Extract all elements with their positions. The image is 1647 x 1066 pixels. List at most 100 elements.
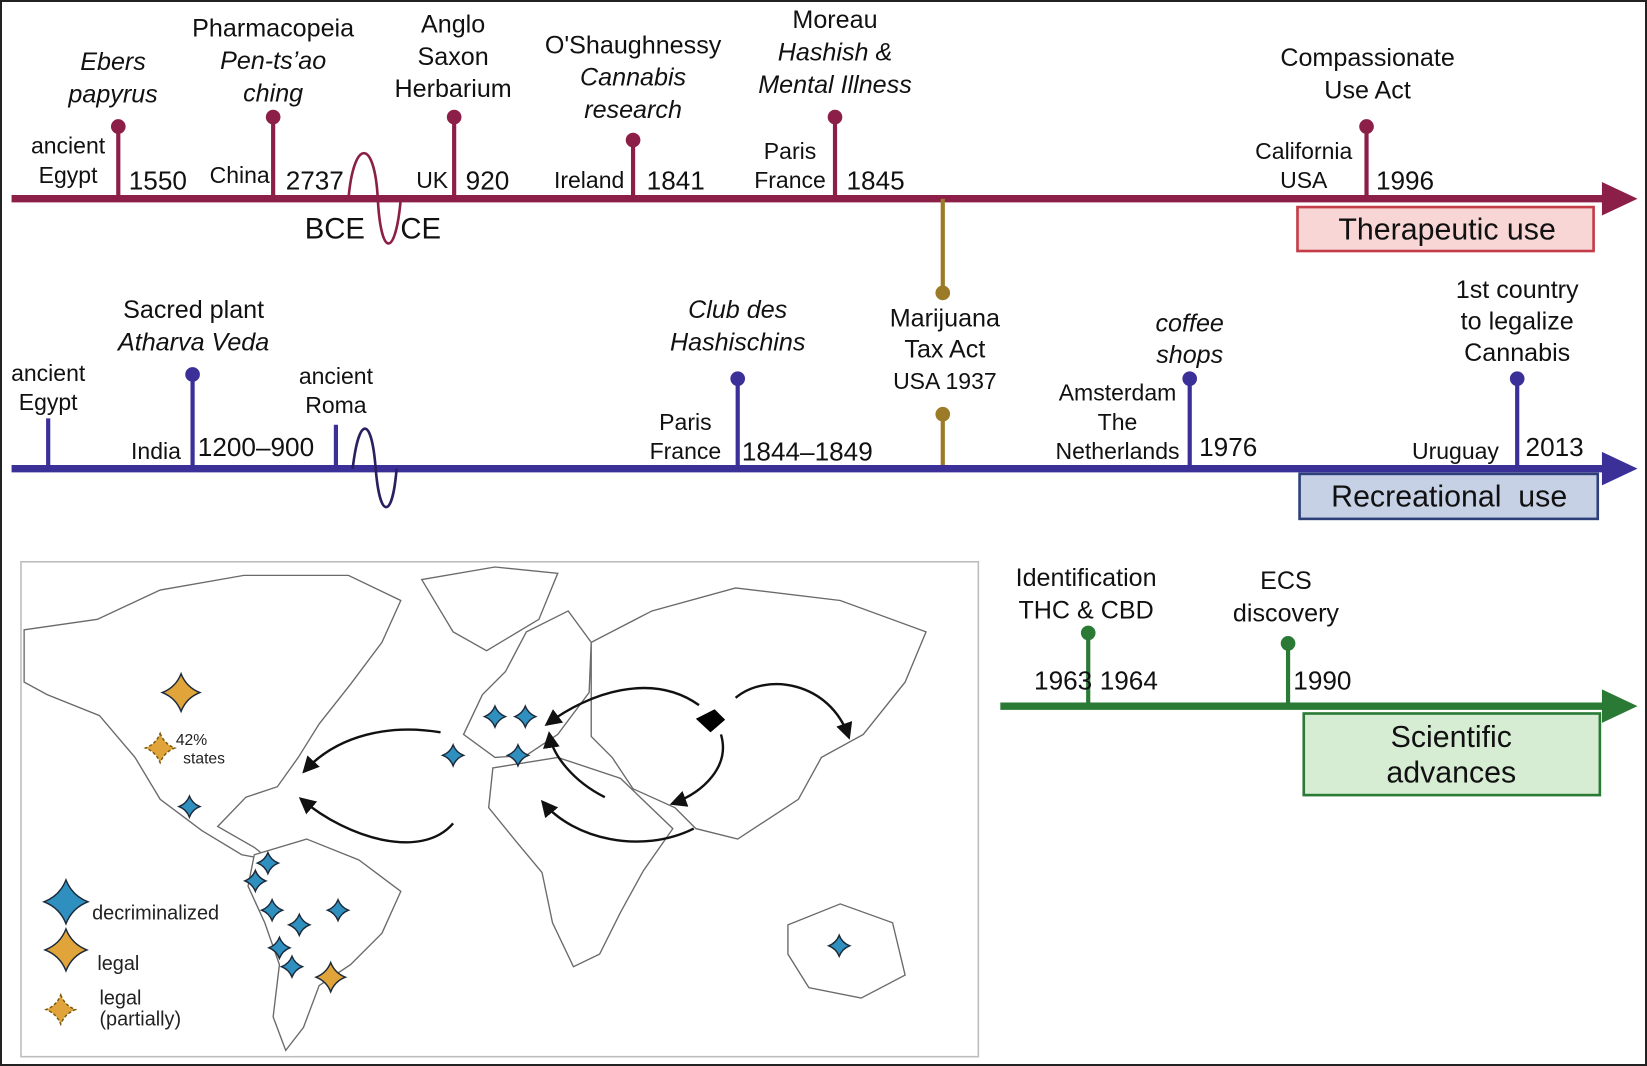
event-dot — [1280, 636, 1296, 651]
therapeutic-arrowhead — [1601, 181, 1638, 216]
event-title-line: research — [584, 96, 682, 124]
event-year: 1844–1849 — [742, 436, 873, 466]
event-dot — [827, 109, 843, 125]
therapeutic-event: O'Shaughnessy Cannabis research Ireland 1841 — [545, 31, 722, 199]
therapeutic-event: Pharmacopeia Pen-ts’ao ching China 2737 — [192, 15, 354, 199]
legend-partial-label-1: legal — [99, 987, 141, 1009]
event-dot — [446, 109, 462, 125]
event-place: The — [1098, 409, 1138, 435]
world-map: 42% states decriminalized legal legal (p… — [20, 560, 980, 1058]
scientific-event: Identification THC & CBD 1963 1964 — [1016, 564, 1158, 707]
event-dot — [265, 109, 281, 125]
recreational-use-label: Recreational use — [1331, 480, 1567, 513]
recreational-event: ancient Roma — [299, 363, 374, 469]
event-title-line: to legalize — [1461, 307, 1574, 335]
event-title-line: ching — [243, 79, 303, 107]
legal-star-icon — [160, 671, 202, 714]
tax-act-line-1: Marijuana — [890, 304, 1000, 332]
africa-outline — [487, 756, 674, 968]
event-title-line: Use Act — [1324, 76, 1411, 104]
legend-legal-star-icon — [43, 927, 89, 973]
event-year: 1550 — [129, 165, 187, 195]
spread-arrow — [302, 728, 441, 774]
legend-partial-label-2: (partially) — [99, 1008, 181, 1030]
event-place: Egypt — [39, 162, 98, 188]
event-title-line: 1st country — [1456, 276, 1579, 304]
spread-arrow — [298, 797, 455, 844]
scientific-advances-label-1: Scientific — [1391, 721, 1512, 754]
event-dot — [730, 371, 746, 386]
recreational-arrowhead — [1601, 451, 1638, 486]
event-place: Ireland — [554, 167, 624, 193]
decriminalized-star-icon — [512, 704, 538, 730]
event-title-line: Hashish & — [778, 39, 892, 67]
event-place: Amsterdam — [1059, 380, 1177, 406]
scientific-arrowhead — [1601, 689, 1638, 723]
event-title-line: Cannabis — [580, 64, 687, 92]
event-year: 2737 — [286, 165, 344, 195]
event-title-line: Identification — [1016, 564, 1157, 592]
partial-legal-states: states — [183, 751, 225, 768]
recreational-use-box — [1298, 472, 1600, 521]
event-title-line: Hashischins — [670, 328, 806, 356]
era-break-wave — [347, 151, 403, 245]
spread-arrow — [544, 686, 700, 726]
event-place: Netherlands — [1055, 438, 1179, 464]
tax-act-line-3: USA 1937 — [893, 368, 997, 394]
therapeutic-event: Anglo Saxon Herbarium UK 920 — [394, 10, 512, 199]
event-title-line: Atharva Veda — [116, 328, 269, 356]
event-title-line: Herbarium — [394, 75, 511, 103]
event-place: Paris — [764, 138, 816, 164]
therapeutic-timeline: BCE CE Therapeutic use Ebers papyrus ancie… — [11, 6, 1638, 253]
event-place: Paris — [659, 409, 711, 435]
event-year: 1990 — [1293, 665, 1351, 695]
asia-outline — [590, 587, 927, 840]
event-title-line: discovery — [1233, 599, 1339, 627]
recreational-event: ancient Egypt — [11, 360, 86, 469]
scientific-advances-label-2: advances — [1386, 757, 1516, 790]
event-title-line: Anglo — [421, 10, 485, 38]
event-title-line: Moreau — [792, 6, 877, 34]
legal-star-icon — [314, 960, 348, 994]
north-america-outline — [23, 574, 402, 861]
event-title-line: coffee — [1156, 310, 1224, 338]
scientific-advances-box — [1302, 712, 1602, 797]
spread-arrows — [298, 683, 853, 844]
event-title-line: shops — [1156, 341, 1223, 369]
event-place: France — [650, 438, 722, 464]
event-dot — [1080, 625, 1096, 641]
event-title-line: Club des — [688, 296, 788, 324]
legend-legal-label: legal — [97, 953, 139, 975]
decriminalized-star-icon — [482, 704, 508, 730]
spread-arrow — [669, 734, 724, 807]
event-place: Egypt — [19, 389, 78, 415]
decriminalized-star-icon — [826, 933, 852, 959]
decriminalized-star-icon — [279, 954, 305, 980]
therapeutic-event: Compassionate Use Act California USA 1996 — [1255, 44, 1455, 199]
event-title-line: Ebers — [80, 48, 146, 76]
event-title-line: ECS — [1260, 567, 1312, 595]
tax-act-dot-bottom — [935, 406, 951, 422]
decriminalized-star-icon — [325, 897, 351, 923]
event-title-line: Compassionate — [1280, 44, 1454, 72]
decriminalized-star-icon — [505, 742, 531, 768]
event-dot — [625, 132, 641, 148]
event-title-line: Sacred plant — [123, 296, 264, 324]
recreational-event: coffee shops Amsterdam The Netherlands 1976 — [1055, 310, 1257, 469]
decriminalized-star-icon — [286, 912, 312, 938]
recreational-event: Club des Hashischins Paris France 1844–1849 — [650, 296, 873, 469]
event-dot — [185, 367, 200, 382]
scientific-event: ECS discovery 1990 — [1233, 567, 1351, 707]
recreational-timeline: Recreational use ancient Egypt Sacred plan… — [11, 276, 1638, 521]
australia-outline — [787, 903, 906, 999]
spread-arrow — [543, 731, 606, 799]
event-title-line: Mental Illness — [758, 71, 912, 99]
event-title-line: Cannabis — [1464, 339, 1570, 367]
event-year: 1200–900 — [198, 432, 314, 462]
decriminalized-star-icon — [266, 935, 292, 961]
spread-arrow — [540, 799, 695, 843]
legend-decriminalized-star-icon — [41, 877, 90, 926]
era-bce-label: BCE — [305, 212, 365, 245]
